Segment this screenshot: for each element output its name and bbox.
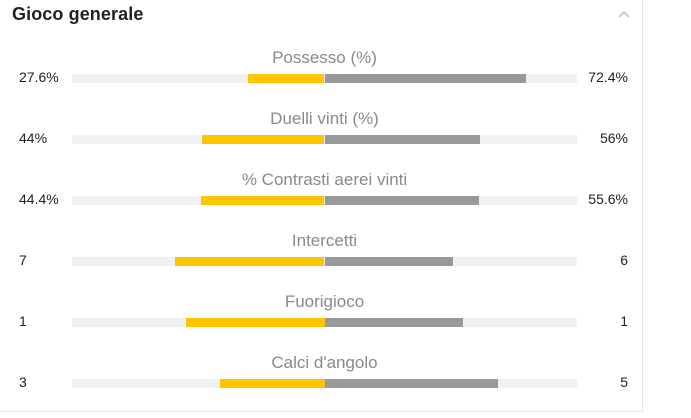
stat-label: Duelli vinti (%)	[270, 109, 379, 128]
away-value: 6	[620, 252, 628, 268]
home-bar	[185, 318, 325, 327]
home-bar	[201, 196, 325, 205]
stat-label: Fuorigioco	[284, 292, 365, 311]
home-value: 27.6%	[19, 69, 59, 85]
chevron-up-icon[interactable]	[617, 10, 631, 20]
stat-row-corners: Calci d'angolo 3 5	[0, 353, 643, 403]
stat-row-interceptions: Intercetti 7 6	[0, 231, 643, 281]
away-bar	[324, 196, 479, 205]
stat-label: % Contrasti aerei vinti	[241, 170, 408, 189]
stat-row-possession: Possesso (%) 27.6% 72.4%	[0, 48, 643, 98]
stat-bar-track	[72, 379, 577, 388]
stat-row-aerial-duels: % Contrasti aerei vinti 44.4% 55.6%	[0, 170, 643, 220]
stat-bar-track	[72, 196, 577, 205]
away-value: 56%	[599, 130, 628, 146]
home-value: 44.4%	[19, 191, 59, 207]
away-bar	[324, 379, 499, 388]
stat-row-offsides: Fuorigioco 1 1	[0, 292, 643, 342]
home-value: 7	[19, 252, 27, 268]
away-value: 5	[620, 374, 628, 390]
home-bar	[247, 74, 325, 83]
stat-label: Intercetti	[291, 231, 358, 250]
home-bar	[202, 135, 325, 144]
stat-bar-track	[72, 74, 577, 83]
home-value: 3	[19, 374, 27, 390]
stat-label: Possesso (%)	[272, 48, 377, 67]
home-bar	[175, 257, 325, 266]
away-bar	[324, 135, 481, 144]
stat-label: Calci d'angolo	[271, 353, 378, 372]
away-value: 55.6%	[588, 191, 628, 207]
away-bar	[324, 74, 526, 83]
section-header[interactable]: Gioco generale	[0, 0, 643, 34]
stat-row-duels-won: Duelli vinti (%) 44% 56%	[0, 109, 643, 159]
away-bar	[324, 318, 464, 327]
home-value: 44%	[19, 130, 48, 146]
away-bar	[324, 257, 453, 266]
home-bar	[220, 379, 325, 388]
general-play-panel: Gioco generale Possesso (%) 27.6% 72.4% …	[0, 0, 643, 412]
stat-bar-track	[72, 135, 577, 144]
home-value: 1	[19, 313, 27, 329]
away-value: 72.4%	[588, 69, 628, 85]
section-title: Gioco generale	[12, 4, 144, 24]
away-value: 1	[620, 313, 628, 329]
stat-bar-track	[72, 318, 577, 327]
stat-bar-track	[72, 257, 577, 266]
